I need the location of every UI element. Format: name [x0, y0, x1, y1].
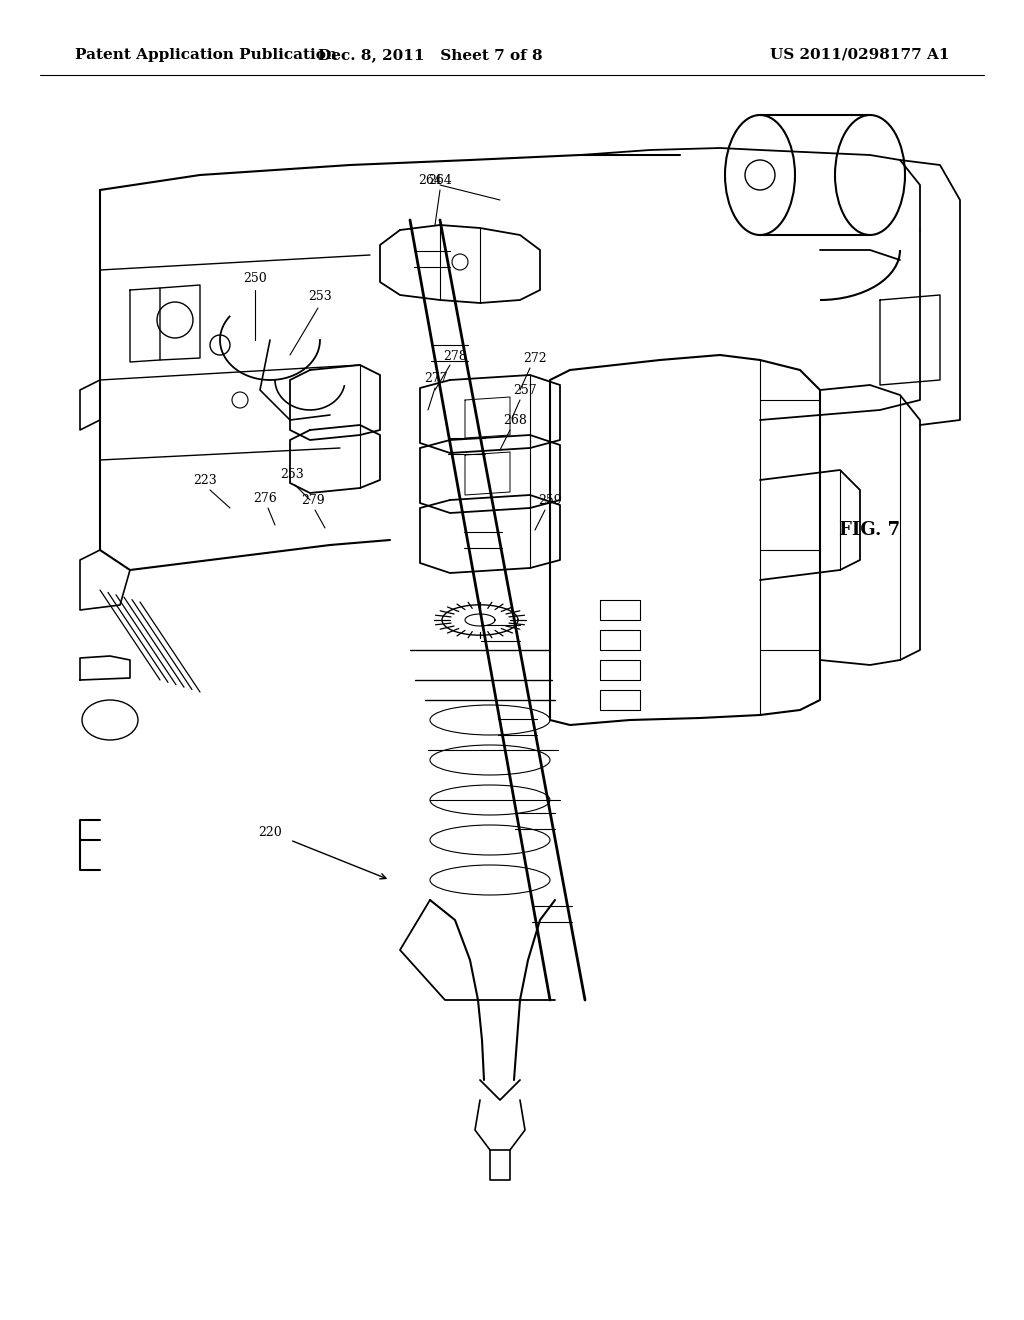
Text: 259: 259 — [539, 494, 562, 507]
Text: 220: 220 — [258, 825, 282, 838]
Text: 223: 223 — [194, 474, 217, 487]
Text: 278: 278 — [443, 350, 467, 363]
Text: 268: 268 — [503, 413, 527, 426]
Text: Dec. 8, 2011   Sheet 7 of 8: Dec. 8, 2011 Sheet 7 of 8 — [317, 48, 543, 62]
Text: 279: 279 — [301, 494, 325, 507]
Text: 253: 253 — [281, 467, 304, 480]
Text: 272: 272 — [523, 351, 547, 364]
Text: 264: 264 — [428, 173, 452, 186]
Text: 250: 250 — [243, 272, 267, 285]
Text: 277: 277 — [424, 371, 447, 384]
Text: 257: 257 — [513, 384, 537, 396]
Text: 264: 264 — [418, 173, 442, 186]
Text: FIG. 7: FIG. 7 — [840, 521, 900, 539]
Text: 276: 276 — [253, 491, 276, 504]
Text: Patent Application Publication: Patent Application Publication — [75, 48, 337, 62]
Text: US 2011/0298177 A1: US 2011/0298177 A1 — [770, 48, 950, 62]
Text: 253: 253 — [308, 289, 332, 302]
